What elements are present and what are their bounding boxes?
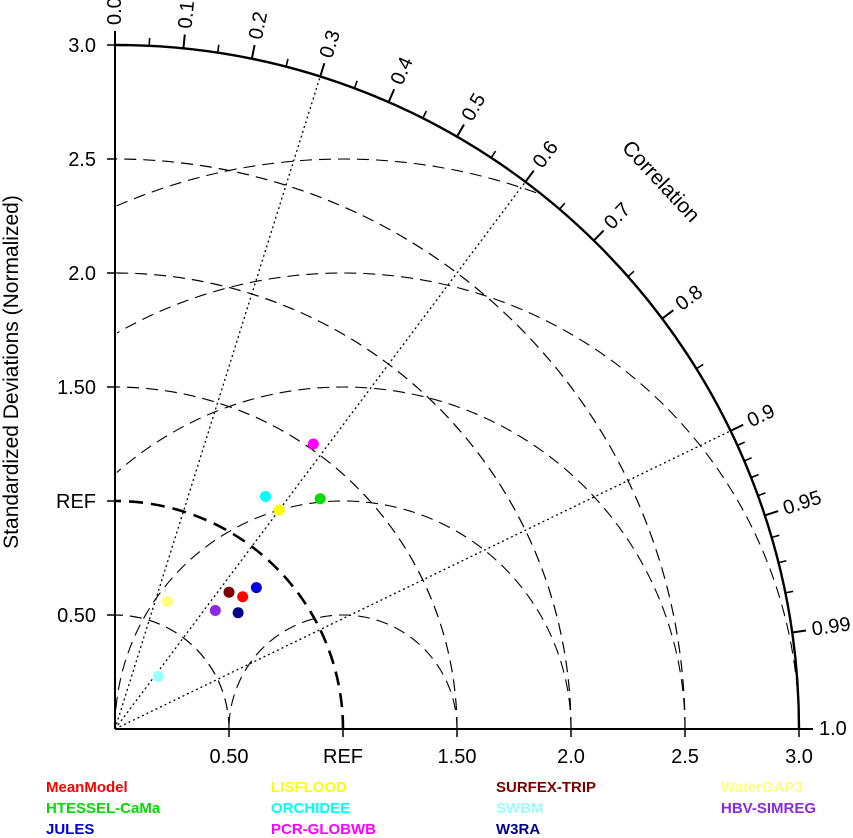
correlation-tick-label: 0.4 — [387, 54, 418, 88]
legend-entry: HBV-SIMREG — [721, 800, 816, 817]
correlation-tick-label: 0.2 — [245, 10, 272, 42]
rms-arc — [228, 614, 458, 730]
rms-arc — [116, 386, 686, 730]
correlation-tick-mark — [661, 309, 675, 320]
ref-std-arc — [114, 499, 345, 730]
correlation-minor-tick — [216, 44, 220, 53]
data-point — [307, 438, 319, 450]
y-axis-label: Standardized Deviations (Normalized) — [0, 195, 23, 549]
correlation-tick-mark — [319, 62, 326, 77]
correlation-tick-label: 0.9 — [744, 400, 779, 432]
correlation-tick-label: 0.99 — [810, 613, 852, 640]
y-tick-label: 2.0 — [68, 263, 96, 285]
correlation-tick-mark — [524, 170, 535, 183]
correlation-tick-mark — [387, 88, 396, 103]
x-tick-label: 3.0 — [785, 746, 813, 768]
legend-entry: HTESSEL-CaMa — [46, 800, 161, 817]
legend-entry: WaterGAP3 — [721, 779, 803, 796]
legend-entry: MeanModel — [46, 779, 128, 796]
grid-lines — [114, 76, 800, 730]
legend-entry: W3RA — [496, 821, 540, 838]
data-points — [152, 438, 326, 683]
correlation-minor-tick — [743, 457, 752, 462]
data-point — [161, 595, 173, 607]
y-tick-label: REF — [56, 491, 96, 513]
data-point — [237, 591, 249, 603]
tick-labels: 0.50 REF 1.50 2.0 2.5 3.0 0.50 REF 1.50 2.0 2.5 3.0… — [56, 0, 852, 768]
correlation-tick-label: 0.6 — [529, 137, 563, 172]
rms-arc — [116, 158, 537, 207]
correlation-minor-tick — [285, 58, 289, 67]
std-dev-arc — [114, 614, 230, 730]
correlation-tick-mark — [456, 124, 465, 138]
correlation-minor-tick — [353, 80, 358, 89]
correlation-minor-tick — [627, 270, 635, 278]
correlation-ray — [114, 430, 731, 730]
correlation-minor-tick — [422, 110, 428, 119]
data-point — [209, 604, 221, 616]
data-point — [223, 586, 235, 598]
y-tick-label: 0.50 — [57, 605, 96, 627]
legend-entry: SURFEX-TRIP — [496, 779, 596, 796]
rms-arc — [116, 272, 800, 730]
legend-entry: ORCHIDEE — [271, 800, 350, 817]
correlation-tick-mark — [250, 44, 256, 60]
legend-entry: PCR-GLOBWB — [271, 821, 376, 838]
correlation-minor-tick — [695, 363, 704, 370]
std-dev-arc — [114, 272, 572, 730]
correlation-tick-label: 0.3 — [316, 28, 345, 61]
correlation-minor-tick — [778, 559, 787, 564]
correlation-tick-label: 0.5 — [457, 90, 490, 125]
x-tick-label: 2.0 — [557, 746, 585, 768]
data-point — [273, 504, 285, 516]
correlation-tick-mark — [764, 510, 779, 517]
correlation-minor-tick — [750, 473, 759, 479]
data-point — [232, 607, 244, 619]
std-dev-arc — [114, 386, 458, 730]
y-tick-label: 2.5 — [68, 149, 96, 171]
correlation-minor-tick — [757, 492, 766, 497]
correlation-minor-tick — [490, 150, 497, 159]
legend-entry: LISFLOOD — [271, 779, 347, 796]
correlation-tick-label: 0.0 — [104, 0, 126, 25]
correlation-minor-tick — [558, 202, 566, 210]
legend: MeanModel HTESSEL-CaMa JULES LISFLOOD ORCHID… — [46, 779, 816, 838]
correlation-tick-label: 1.0 — [819, 718, 847, 740]
correlation-tick-mark — [792, 629, 807, 634]
axes — [107, 31, 813, 737]
data-point — [314, 493, 326, 505]
correlation-minor-tick — [771, 534, 780, 539]
correlation-minor-tick — [785, 590, 794, 594]
x-tick-label: 2.5 — [671, 746, 699, 768]
std-dev-arc — [114, 158, 686, 730]
x-tick-label: 0.50 — [210, 746, 249, 768]
correlation-ray — [114, 76, 321, 730]
data-point — [152, 671, 164, 683]
correlation-tick-label: 0.1 — [174, 0, 199, 30]
x-tick-label: REF — [323, 746, 363, 768]
correlation-tick-mark — [730, 423, 744, 432]
correlation-tick-label: 0.95 — [780, 487, 824, 520]
x-tick-label: 1.50 — [438, 746, 477, 768]
correlation-tick-label: 0.7 — [600, 199, 635, 234]
correlation-tick-mark — [182, 34, 186, 49]
data-point — [250, 582, 262, 594]
rms-arc — [114, 500, 572, 730]
outer-arc — [114, 43, 801, 730]
legend-entry: SWBM — [496, 800, 544, 817]
legend-entry: JULES — [46, 821, 94, 838]
y-tick-label: 3.0 — [68, 35, 96, 57]
y-tick-label: 1.50 — [57, 377, 96, 399]
correlation-tick-label: 0.8 — [672, 281, 707, 315]
correlation-ray — [114, 181, 526, 730]
data-point — [259, 490, 271, 502]
correlation-minor-tick — [737, 441, 746, 447]
correlation-tick-mark — [593, 229, 605, 242]
